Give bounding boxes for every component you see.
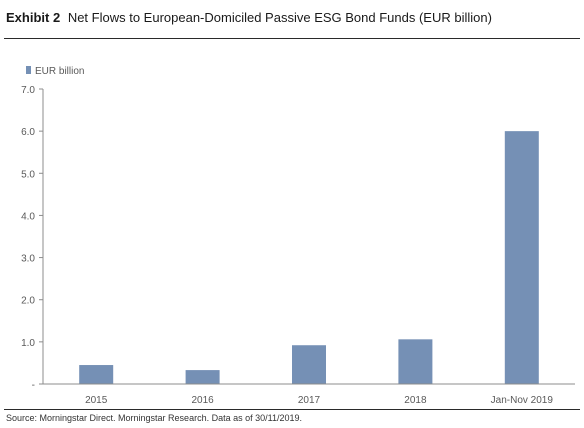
footer-divider [4,409,580,410]
bar-2018 [398,339,433,384]
x-tick-label: Jan-Nov 2019 [491,395,554,406]
x-tick-label: 2018 [404,395,427,406]
title-divider [4,38,580,39]
chart-title: Exhibit 2 Net Flows to European-Domicile… [6,10,492,25]
y-tick-label: 2.0 [21,296,35,307]
bar-2017 [292,345,326,384]
legend: EUR billion [26,66,84,77]
x-tick-label: 2015 [85,395,108,406]
x-tick-label: 2017 [298,395,321,406]
y-tick-label: 7.0 [21,85,35,96]
y-tick-label: 4.0 [21,211,35,222]
y-axis: - 1.0 2.0 3.0 4.0 5.0 6.0 7.0 [21,85,44,391]
exhibit-label: Exhibit 2 [6,10,61,25]
y-tick-label: 3.0 [21,254,35,265]
legend-label: EUR billion [35,66,84,77]
x-tick-label: 2016 [191,395,214,406]
y-tick-label: 1.0 [21,338,35,349]
bar-2015 [79,365,114,384]
y-tick-label: 6.0 [21,127,35,138]
bar-jan-nov-2019 [504,131,539,384]
y-tick-label: - [32,380,35,391]
x-axis: 2015 2016 2017 2018 Jan-Nov 2019 [43,383,575,406]
title-text: Net Flows to European-Domiciled Passive … [67,10,492,25]
legend-swatch [26,66,31,74]
bars [79,131,539,384]
y-tick-label: 5.0 [21,169,35,180]
bar-2016 [185,370,220,384]
source-note: Source: Morningstar Direct. Morningstar … [6,413,302,423]
